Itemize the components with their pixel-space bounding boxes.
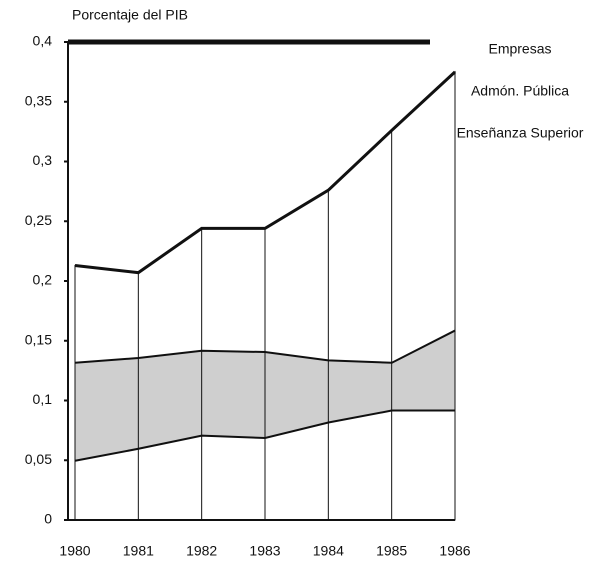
x-tick-label: 1980 xyxy=(59,543,90,559)
y-tick-label: 0,15 xyxy=(25,331,52,347)
x-tick-label: 1981 xyxy=(123,543,154,559)
x-tick-label: 1986 xyxy=(439,543,470,559)
y-tick-label: 0,2 xyxy=(33,272,53,288)
y-tick-label: 0,25 xyxy=(25,212,52,228)
x-tick-label: 1985 xyxy=(376,543,407,559)
y-tick-label: 0 xyxy=(44,511,52,527)
legend-label: Enseñanza Superior xyxy=(457,125,584,141)
legend-label: Admón. Pública xyxy=(471,83,569,99)
y-tick-label: 0,35 xyxy=(25,92,52,108)
y-tick-label: 0,1 xyxy=(33,391,53,407)
x-tick-label: 1984 xyxy=(313,543,344,559)
y-tick-label: 0,05 xyxy=(25,451,52,467)
legend-label: Empresas xyxy=(488,41,551,57)
y-tick-label: 0,4 xyxy=(33,33,53,49)
x-tick-label: 1982 xyxy=(186,543,217,559)
y-axis-label: Porcentaje del PIB xyxy=(72,7,188,23)
x-tick-label: 1983 xyxy=(249,543,280,559)
y-tick-label: 0,3 xyxy=(33,152,53,168)
